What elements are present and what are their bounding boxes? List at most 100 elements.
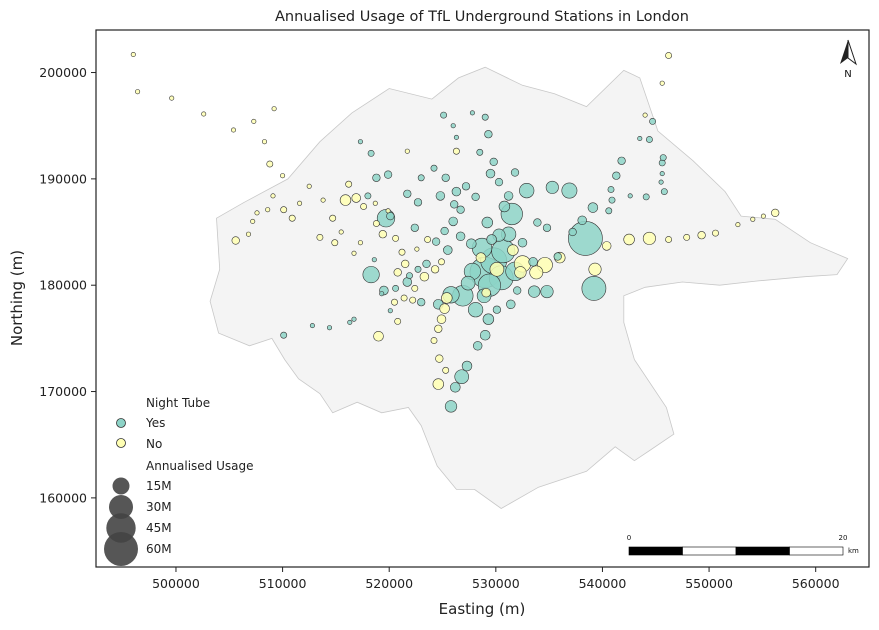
station-point-yes xyxy=(471,192,480,202)
station-point-yes xyxy=(440,226,449,236)
legend-size-15m-marker xyxy=(112,477,130,495)
station-point-yes xyxy=(443,245,453,255)
station-point-no xyxy=(760,213,766,219)
station-point-no xyxy=(250,218,256,224)
station-point-yes xyxy=(372,173,381,182)
station-point-no xyxy=(280,173,286,179)
north-arrow-icon: N xyxy=(840,39,857,80)
y-tick-label: 170000 xyxy=(39,384,87,399)
station-point-no xyxy=(432,378,444,390)
y-tick-label: 190000 xyxy=(39,171,87,186)
station-point-yes xyxy=(517,238,528,248)
station-point-yes xyxy=(461,182,471,191)
station-point-no xyxy=(401,259,410,269)
station-point-no xyxy=(507,244,519,256)
station-point-yes xyxy=(659,154,667,162)
station-point-no xyxy=(430,337,438,344)
station-point-no xyxy=(394,317,402,325)
station-point-yes xyxy=(540,285,554,299)
station-point-yes xyxy=(605,207,613,215)
north-arrow-label: N xyxy=(844,69,851,80)
station-point-no xyxy=(351,193,361,203)
station-point-yes xyxy=(659,171,665,177)
station-point-yes xyxy=(402,277,412,287)
chart-title: Annualised Usage of TfL Underground Stat… xyxy=(275,9,689,25)
station-point-yes xyxy=(444,400,458,413)
station-point-no xyxy=(288,214,296,222)
legend-size-30m-marker xyxy=(109,495,133,519)
legend-size-60m-marker xyxy=(104,532,138,566)
station-point-no xyxy=(271,106,277,112)
station-point-yes xyxy=(417,298,426,307)
station-point-no xyxy=(475,252,487,263)
station-point-no xyxy=(246,231,252,237)
station-point-yes xyxy=(481,216,493,229)
x-tick-label: 500000 xyxy=(152,576,200,591)
station-point-yes xyxy=(454,369,469,384)
scale-bar-segment xyxy=(735,546,790,556)
station-point-no xyxy=(398,248,406,256)
station-point-no xyxy=(316,233,324,241)
station-point-no xyxy=(441,292,453,304)
station-point-yes xyxy=(386,211,395,221)
station-point-yes xyxy=(660,188,668,196)
station-point-yes xyxy=(561,182,578,199)
station-point-yes xyxy=(489,157,498,167)
station-point-yes xyxy=(351,316,357,322)
scale-bar: 0 20 km xyxy=(627,534,859,556)
station-point-no xyxy=(329,214,337,222)
station-point-no xyxy=(435,354,444,363)
scale-bar-segment xyxy=(628,546,683,556)
station-point-no xyxy=(665,52,673,59)
station-point-yes xyxy=(519,183,535,199)
station-point-yes xyxy=(417,174,425,182)
station-point-yes xyxy=(468,302,484,318)
station-point-yes xyxy=(461,360,473,372)
legend-size-45m-label: 45M xyxy=(146,521,172,535)
station-point-no xyxy=(683,233,691,241)
legend-size-15m-label: 15M xyxy=(146,479,172,493)
station-point-yes xyxy=(387,308,393,314)
station-point-yes xyxy=(410,223,419,232)
station-point-yes xyxy=(440,111,448,119)
station-point-no xyxy=(419,272,430,282)
station-point-no xyxy=(623,233,635,246)
station-point-no xyxy=(351,250,357,256)
station-point-no xyxy=(642,112,648,118)
station-point-no xyxy=(372,220,380,227)
station-point-yes xyxy=(649,117,657,125)
station-point-yes xyxy=(450,382,461,393)
station-point-no xyxy=(270,193,276,199)
station-point-yes xyxy=(577,215,587,226)
station-point-yes xyxy=(466,238,477,249)
station-point-yes xyxy=(383,170,393,179)
x-tick-label: 540000 xyxy=(579,576,627,591)
station-point-no xyxy=(306,183,312,189)
station-point-yes xyxy=(528,257,538,267)
station-point-no xyxy=(254,210,260,216)
station-point-no xyxy=(489,262,505,277)
scale-bar-segment xyxy=(682,546,737,556)
station-point-no xyxy=(338,229,344,235)
station-point-yes xyxy=(498,200,511,213)
station-point-no xyxy=(438,258,445,266)
station-point-yes xyxy=(435,191,446,201)
station-point-yes xyxy=(510,168,520,177)
legend-yes-label: Yes xyxy=(145,416,165,430)
y-axis: 160000 170000 180000 190000 200000 xyxy=(39,65,96,505)
station-point-yes xyxy=(553,252,562,261)
station-point-no xyxy=(378,230,387,239)
station-point-yes xyxy=(456,205,465,214)
x-tick-label: 510000 xyxy=(259,576,307,591)
station-point-yes xyxy=(448,216,458,227)
station-point-no xyxy=(514,266,527,279)
station-point-no xyxy=(251,118,257,124)
y-tick-label: 200000 xyxy=(39,65,87,80)
station-point-no xyxy=(135,89,141,95)
station-point-yes xyxy=(481,113,489,121)
station-point-yes xyxy=(637,136,643,142)
station-point-no xyxy=(331,239,339,247)
x-axis: 500000 510000 520000 530000 540000 550000 5600… xyxy=(152,567,840,591)
station-point-yes xyxy=(645,136,653,143)
station-point-yes xyxy=(280,331,288,339)
